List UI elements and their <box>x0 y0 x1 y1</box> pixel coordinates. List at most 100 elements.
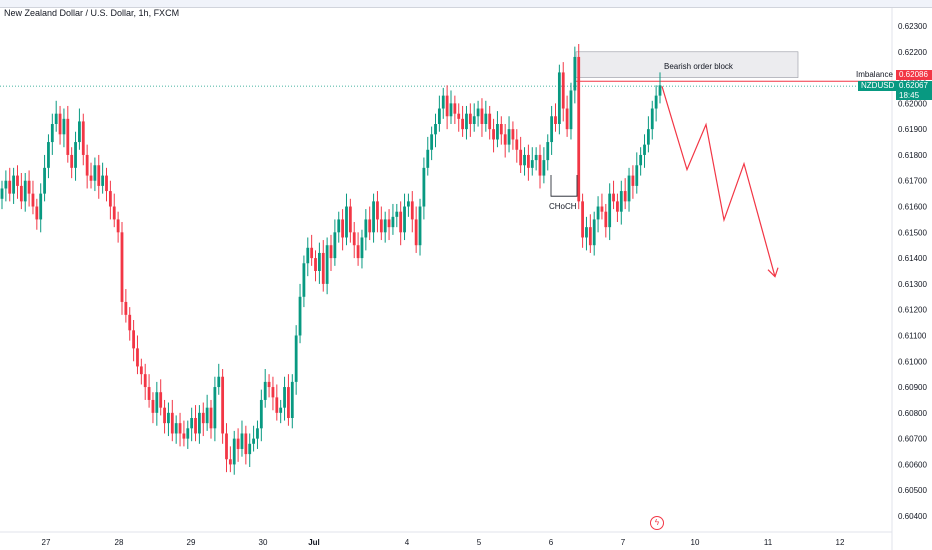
time-tick-label: 6 <box>549 538 554 547</box>
chart-title: New Zealand Dollar / U.S. Dollar, 1h, FX… <box>4 8 180 18</box>
candle-body <box>62 118 66 135</box>
candle-body <box>534 154 538 161</box>
candle-body <box>333 232 337 259</box>
candle-body <box>35 206 39 220</box>
candle-body <box>654 95 658 109</box>
candle-body <box>174 423 178 434</box>
candle-body <box>39 193 43 220</box>
candle-body <box>101 175 105 186</box>
candle-body <box>453 103 457 114</box>
price-tick-label: 0.61200 <box>898 306 927 315</box>
candle-body <box>93 165 97 181</box>
candle-body <box>66 118 70 155</box>
candle-body <box>275 397 279 413</box>
candle-body <box>488 113 492 130</box>
candle-body <box>422 167 426 207</box>
candle-body <box>0 188 4 199</box>
candle-body <box>472 116 476 124</box>
lightning-icon[interactable]: ϟ <box>650 516 664 530</box>
candle-body <box>542 160 546 176</box>
candle-body <box>132 330 135 349</box>
candle-body <box>650 108 654 130</box>
candle-body <box>430 134 434 150</box>
candle-body <box>511 129 515 140</box>
candle-body <box>170 412 174 434</box>
candle-body <box>248 443 252 455</box>
candle-body <box>298 296 302 336</box>
candle-body <box>198 412 201 434</box>
symbol-tag: NZDUSD <box>858 81 898 91</box>
candle-body <box>116 219 120 233</box>
candle-body <box>314 258 317 271</box>
price-tick-label: 0.60600 <box>898 460 927 469</box>
candle-body <box>306 247 310 264</box>
candle-body <box>136 348 139 367</box>
candle-body <box>646 129 650 145</box>
candle-body <box>228 459 232 465</box>
price-tick-label: 0.60400 <box>898 512 927 521</box>
time-tick-label: 11 <box>764 538 773 547</box>
candle-body <box>639 154 643 166</box>
candle-body <box>395 211 399 217</box>
candle-body <box>554 116 557 124</box>
price-tick-label: 0.62200 <box>898 48 927 57</box>
candle-body <box>155 392 159 413</box>
candle-body <box>236 438 240 449</box>
candle-body <box>329 245 333 259</box>
candle-body <box>290 381 294 418</box>
candle-body <box>23 180 27 202</box>
candle-body <box>631 175 635 186</box>
candle-body <box>399 211 403 233</box>
candle-body <box>352 232 356 246</box>
candle-body <box>441 95 445 109</box>
order-block-zone <box>575 51 799 78</box>
price-tick-label: 0.61600 <box>898 203 927 212</box>
candle-body <box>244 433 248 455</box>
candle-body <box>387 219 391 228</box>
candle-body <box>178 423 182 434</box>
candle-body <box>139 366 143 375</box>
candle-body <box>27 180 31 194</box>
candle-body <box>476 108 480 117</box>
candle-body <box>581 201 584 238</box>
candle-body <box>523 154 526 166</box>
candle-body <box>565 108 569 130</box>
candle-body <box>337 219 341 233</box>
candle-body <box>31 193 35 207</box>
candle-body <box>283 387 286 408</box>
candle-body <box>461 118 464 130</box>
candle-body <box>159 392 163 408</box>
candle-body <box>364 219 368 238</box>
time-tick-label: 27 <box>42 538 51 547</box>
order-block-label: Bearish order block <box>664 62 733 71</box>
price-tick-label: 0.61800 <box>898 151 927 160</box>
candle-body <box>480 108 484 124</box>
candle-body <box>225 433 228 460</box>
candle-body <box>588 227 592 246</box>
candle-body <box>279 407 283 413</box>
time-tick-label: 5 <box>477 538 482 547</box>
candle-body <box>209 407 213 429</box>
candle-body <box>635 165 639 186</box>
candle-body <box>167 412 170 424</box>
candle-body <box>585 227 588 238</box>
candle-body <box>58 113 62 135</box>
price-tick-label: 0.61900 <box>898 125 927 134</box>
candle-body <box>503 134 507 145</box>
candle-body <box>205 407 209 424</box>
projection-path <box>661 86 776 277</box>
candle-body <box>376 201 379 220</box>
candle-body <box>507 129 511 145</box>
candle-body <box>496 124 499 140</box>
candle-body <box>221 376 225 434</box>
candle-body <box>372 201 375 233</box>
candle-body <box>213 387 217 429</box>
candle-body <box>194 418 197 434</box>
time-tick-label: 4 <box>405 538 410 547</box>
candle-body <box>391 216 395 228</box>
candle-body <box>569 90 573 130</box>
price-tick-label: 0.61700 <box>898 177 927 186</box>
candle-body <box>16 175 19 186</box>
candle-body <box>515 139 519 150</box>
